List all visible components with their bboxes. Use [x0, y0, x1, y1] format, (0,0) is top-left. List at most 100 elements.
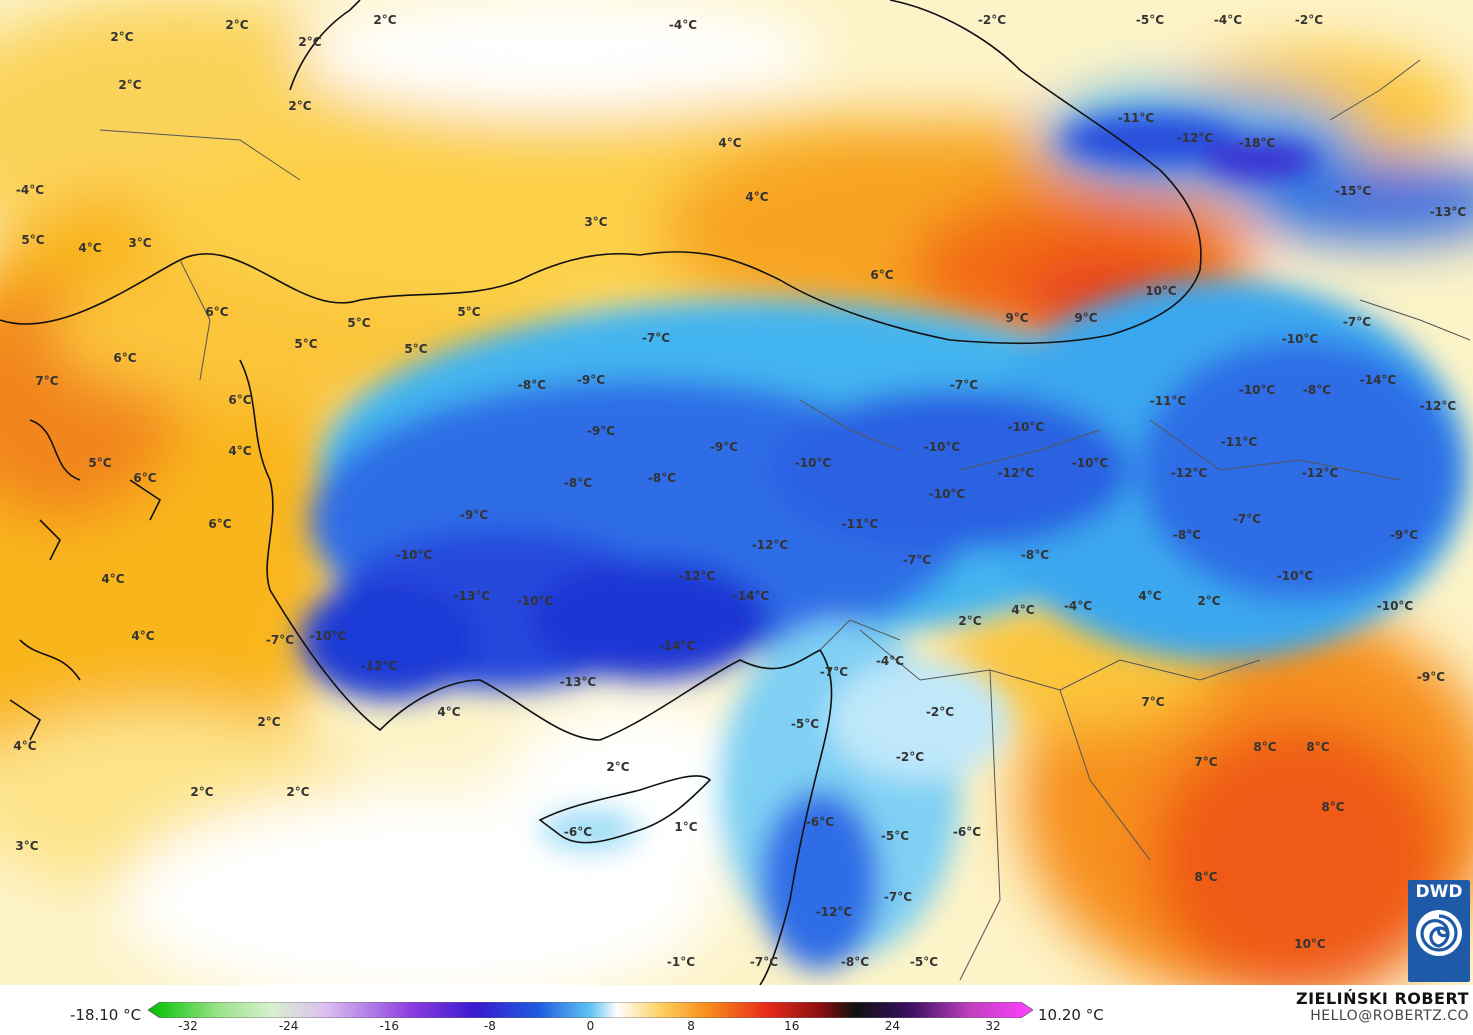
dwd-swirl-icon	[1416, 910, 1462, 956]
temperature-label: 6°C	[205, 305, 228, 319]
legend-tick: -32	[178, 1019, 198, 1033]
legend-tick: 16	[784, 1019, 800, 1033]
temperature-label: -7°C	[642, 331, 670, 345]
temperature-label: 2°C	[288, 99, 311, 113]
legend-tick: -8	[483, 1019, 496, 1033]
temperature-label: -10°C	[1072, 456, 1109, 470]
temperature-label: -9°C	[587, 424, 615, 438]
temperature-label: -7°C	[950, 378, 978, 392]
color-scale-bar	[148, 1002, 1033, 1018]
temperature-label: -10°C	[396, 548, 433, 562]
temperature-label: 4°C	[718, 136, 741, 150]
temperature-label: 9°C	[1005, 311, 1028, 325]
temperature-label: 2°C	[257, 715, 280, 729]
temperature-label: -7°C	[1233, 512, 1261, 526]
temperature-label: -2°C	[926, 705, 954, 719]
temperature-label: 2°C	[190, 785, 213, 799]
temperature-label: -11°C	[842, 517, 879, 531]
temperature-label: 4°C	[437, 705, 460, 719]
temperature-label: -5°C	[1136, 13, 1164, 27]
temperature-label: 5°C	[457, 305, 480, 319]
temperature-label: -8°C	[841, 955, 869, 969]
temperature-label: -10°C	[1008, 420, 1045, 434]
temperature-label: -10°C	[1239, 383, 1276, 397]
legend-max-value: 10.20 °C	[1038, 1006, 1104, 1024]
temperature-label: -4°C	[1214, 13, 1242, 27]
temperature-label: -7°C	[884, 890, 912, 904]
temperature-label: -10°C	[1277, 569, 1314, 583]
temperature-label: 5°C	[347, 316, 370, 330]
temperature-label: -5°C	[910, 955, 938, 969]
temperature-label: -2°C	[1295, 13, 1323, 27]
temperature-label: 1°C	[674, 820, 697, 834]
temperature-label: -14°C	[733, 589, 770, 603]
temperature-field	[0, 0, 1473, 985]
temperature-label: 4°C	[131, 629, 154, 643]
temperature-label: 2°C	[298, 35, 321, 49]
temperature-label: 7°C	[1141, 695, 1164, 709]
author-credit: ZIELIŃSKI ROBERT	[1295, 989, 1469, 1008]
temperature-label: 4°C	[1011, 603, 1034, 617]
temperature-label: 2°C	[110, 30, 133, 44]
temperature-map[interactable]: 2°C 2°C 2°C 2°C 2°C 2°C -4°C -2°C -5°C -4°C -2°C 4°…	[0, 0, 1473, 985]
temperature-label: -4°C	[16, 183, 44, 197]
temperature-label: -8°C	[1173, 528, 1201, 542]
temperature-label: 3°C	[128, 236, 151, 250]
legend-tick: 24	[884, 1019, 901, 1033]
temperature-label: -6°C	[953, 825, 981, 839]
temperature-label: -4°C	[1064, 599, 1092, 613]
temperature-label: 6°C	[113, 351, 136, 365]
temperature-label: 8°C	[1253, 740, 1276, 754]
dwd-logo: DWD	[1408, 880, 1470, 982]
temperature-label: 9°C	[1074, 311, 1097, 325]
temperature-label: -14°C	[1360, 373, 1397, 387]
temperature-label: -9°C	[710, 440, 738, 454]
temperature-label: 4°C	[13, 739, 36, 753]
logo-text: DWD	[1415, 882, 1463, 902]
temperature-label: 3°C	[584, 215, 607, 229]
temperature-label: 2°C	[606, 760, 629, 774]
temperature-label: -12°C	[1420, 399, 1457, 413]
temperature-label: -12°C	[816, 905, 853, 919]
temperature-label: -11°C	[1221, 435, 1258, 449]
temperature-label: 7°C	[1194, 755, 1217, 769]
temperature-label: -12°C	[361, 659, 398, 673]
author-email: HELLO@ROBERTZ.CO	[1310, 1008, 1469, 1024]
temperature-label: -9°C	[460, 508, 488, 522]
temperature-label: -12°C	[1302, 466, 1339, 480]
temperature-label: -10°C	[517, 594, 554, 608]
temperature-label: -15°C	[1335, 184, 1372, 198]
temperature-label: -10°C	[924, 440, 961, 454]
temperature-label: -11°C	[1118, 111, 1155, 125]
temperature-label: 4°C	[78, 241, 101, 255]
temperature-label: -13°C	[560, 675, 597, 689]
temperature-label: -8°C	[564, 476, 592, 490]
temperature-label: 2°C	[373, 13, 396, 27]
temperature-label: -12°C	[1171, 466, 1208, 480]
temperature-label: -11°C	[1150, 394, 1187, 408]
temperature-label: 6°C	[228, 393, 251, 407]
temperature-label: 5°C	[88, 456, 111, 470]
temperature-label: -10°C	[795, 456, 832, 470]
temperature-label: 8°C	[1194, 870, 1217, 884]
temperature-label: -10°C	[1377, 599, 1414, 613]
temperature-label: 6°C	[870, 268, 893, 282]
temperature-label: -7°C	[820, 665, 848, 679]
temperature-label: 4°C	[1138, 589, 1161, 603]
temperature-label: -9°C	[1417, 670, 1445, 684]
temperature-label: 6°C	[133, 471, 156, 485]
legend-tick: 8	[687, 1019, 695, 1033]
temperature-label: 6°C	[208, 517, 231, 531]
temperature-label: -8°C	[518, 378, 546, 392]
temperature-label: -7°C	[266, 633, 294, 647]
temperature-label: 5°C	[21, 233, 44, 247]
temperature-label: -13°C	[1430, 205, 1467, 219]
temperature-label: 10°C	[1145, 284, 1177, 298]
temperature-label: -10°C	[929, 487, 966, 501]
temperature-label: -2°C	[978, 13, 1006, 27]
temperature-label: -4°C	[669, 18, 697, 32]
temperature-label: -5°C	[881, 829, 909, 843]
temperature-label: 2°C	[1197, 594, 1220, 608]
temperature-label: 8°C	[1306, 740, 1329, 754]
temperature-label: -12°C	[1177, 131, 1214, 145]
